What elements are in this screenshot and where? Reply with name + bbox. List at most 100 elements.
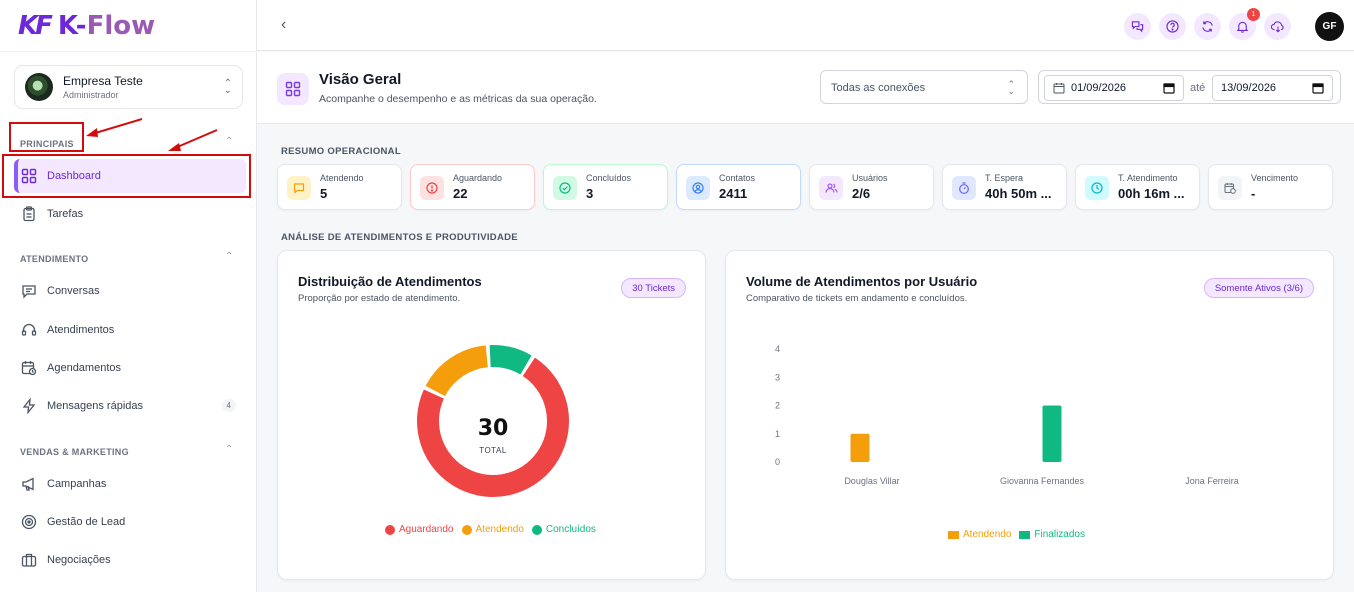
sidebar-item-negociacoes[interactable]: Negociações — [14, 543, 246, 577]
card-subtitle: Comparativo de tickets em andamento e co… — [746, 293, 968, 304]
help-icon — [1166, 20, 1179, 33]
legend-swatch — [1019, 530, 1031, 539]
stat-value: 2/6 — [852, 186, 871, 201]
y-tick-label: 1 — [775, 429, 780, 439]
donut-slice-atendendo[interactable] — [425, 345, 489, 397]
date-to-value: 13/09/2026 — [1221, 82, 1277, 94]
tickets-badge: 30 Tickets — [621, 278, 686, 298]
x-tick-label: Giovanna Fernandes — [1000, 476, 1085, 486]
y-tick-label: 4 — [775, 344, 780, 354]
legend-item[interactable]: Atendendo — [461, 524, 524, 535]
calendar-clock-icon — [1218, 176, 1242, 200]
donut-legend: Aguardando Atendendo Concluídos — [385, 524, 604, 535]
sidebar-item-atendimentos[interactable]: Atendimentos — [14, 313, 246, 347]
sidebar-item-label: Tarefas — [47, 208, 84, 220]
sidebar-divider — [0, 51, 257, 52]
donut-total-label: TOTAL — [479, 446, 507, 455]
page-subtitle: Acompanhe o desempenho e as métricas da … — [319, 93, 597, 105]
legend-label: Concluídos — [545, 524, 596, 535]
sidebar-item-tarefas[interactable]: Tarefas — [14, 197, 246, 231]
notification-badge: 1 — [1247, 8, 1260, 21]
legend-swatch — [948, 530, 959, 539]
stat-value: - — [1251, 186, 1256, 201]
card-subtitle: Proporção por estado de atendimento. — [298, 293, 461, 304]
bar-atendendo[interactable] — [850, 433, 870, 462]
users-icon — [819, 176, 843, 200]
date-to-input[interactable]: 13/09/2026 — [1212, 75, 1333, 101]
active-filter-badge[interactable]: Somente Ativos (3/6) — [1203, 278, 1314, 298]
chat-icon — [20, 282, 38, 300]
chevron-up-icon[interactable]: ⌃ — [225, 444, 234, 455]
card-title: Volume de Atendimentos por Usuário — [746, 274, 978, 289]
legend-item[interactable]: Aguardando — [385, 524, 454, 535]
chevron-updown-icon: ⌃ ⌄ — [1007, 79, 1015, 96]
annotation-arrows — [86, 118, 218, 151]
calendar-picker-icon[interactable] — [1312, 82, 1324, 94]
stat-value: 5 — [320, 186, 328, 201]
legend-label: Aguardando — [399, 524, 454, 535]
chevron-up-icon[interactable]: ⌃ — [225, 251, 234, 262]
help-button[interactable] — [1159, 13, 1186, 40]
donut-slice-aguardando[interactable] — [417, 357, 569, 497]
donut-slice-concluídos[interactable] — [489, 345, 532, 375]
stat-label: Contatos — [719, 173, 756, 183]
legend-item[interactable]: Concluídos — [531, 524, 596, 535]
sidebar-item-campanhas[interactable]: Campanhas — [14, 467, 246, 501]
sidebar-item-dashboard[interactable]: Dashboard — [14, 159, 246, 193]
sidebar-item-mensagens-rapidas[interactable]: Mensagens rápidas 4 — [14, 389, 246, 423]
stat-label: Atendendo — [320, 173, 364, 183]
bar-legend: Atendendo Finalizados — [948, 529, 1093, 540]
x-tick-label: Jona Ferreira — [1185, 476, 1239, 486]
bolt-icon — [20, 397, 38, 415]
stat-card-tempo-espera: T. Espera 40h 50m ... — [942, 164, 1067, 210]
sidebar-item-gestao-de-lead[interactable]: Gestão de Lead — [14, 505, 246, 539]
collapse-sidebar-button[interactable]: ‹ — [281, 16, 287, 33]
date-from-input[interactable]: 01/09/2026 — [1044, 75, 1184, 101]
download-button[interactable] — [1264, 13, 1291, 40]
clipboard-icon — [20, 205, 38, 223]
legend-item[interactable]: Atendendo — [948, 529, 1011, 540]
stat-label: T. Espera — [985, 173, 1024, 183]
refresh-icon — [1202, 21, 1213, 32]
stat-card-concluidos: Concluídos 3 — [543, 164, 668, 210]
sidebar-item-conversas[interactable]: Conversas — [14, 274, 246, 308]
dashboard-icon — [277, 73, 309, 105]
cloud-download-icon — [1270, 21, 1284, 33]
calendar-picker-icon[interactable] — [1163, 82, 1175, 94]
stat-card-contatos: Contatos 2411 — [676, 164, 801, 210]
chat-button[interactable] — [1124, 13, 1151, 40]
sidebar-item-agendamentos[interactable]: Agendamentos — [14, 351, 246, 385]
legend-dot — [385, 524, 395, 535]
top-bar: ‹ 1 GF — [257, 0, 1354, 51]
notifications-button[interactable]: 1 — [1229, 8, 1260, 40]
refresh-button[interactable] — [1194, 13, 1221, 40]
sidebar-item-label: Agendamentos — [47, 362, 121, 374]
stat-value: 40h 50m ... — [985, 186, 1052, 201]
target-icon — [20, 513, 38, 531]
annotation-box-principais — [9, 122, 84, 152]
stat-card-atendendo: Atendendo 5 — [277, 164, 402, 210]
x-tick-label: Douglas Villar — [844, 476, 899, 486]
user-avatar[interactable]: GF — [1315, 12, 1344, 41]
card-title: Distribuição de Atendimentos — [298, 274, 482, 289]
bar-chart: 0 1 2 3 4 Douglas Villar Giovanna Fernandes Jon… — [775, 344, 1239, 486]
headset-icon — [20, 321, 38, 339]
company-switcher[interactable]: Empresa Teste Administrador ⌃ ⌄ — [14, 65, 243, 109]
volume-card: Volume de Atendimentos por Usuário Compa… — [725, 250, 1334, 580]
user-circle-icon — [686, 176, 710, 200]
count-badge: 4 — [221, 399, 236, 412]
section-title-resumo: RESUMO OPERACIONAL — [281, 146, 401, 157]
bar-finalizados[interactable] — [1042, 405, 1062, 463]
brand-logo[interactable]: KF K-Flow — [18, 10, 155, 42]
legend-label: Atendendo — [475, 524, 524, 535]
chevron-up-icon[interactable]: ⌃ — [225, 136, 234, 147]
sidebar-item-label: Mensagens rápidas — [47, 400, 144, 412]
legend-item[interactable]: Finalizados — [1019, 529, 1085, 540]
page-title: Visão Geral — [319, 71, 402, 88]
legend-dot — [461, 524, 472, 535]
sidebar-item-label: Negociações — [47, 554, 111, 566]
section-title-analise: ANÁLISE DE ATENDIMENTOS E PRODUTIVIDADE — [281, 232, 518, 243]
dashboard-icon — [20, 167, 38, 185]
connection-select[interactable]: Todas as conexões ⌃ ⌄ — [820, 70, 1028, 104]
section-title-principais: PRINCIPAIS — [20, 139, 74, 149]
